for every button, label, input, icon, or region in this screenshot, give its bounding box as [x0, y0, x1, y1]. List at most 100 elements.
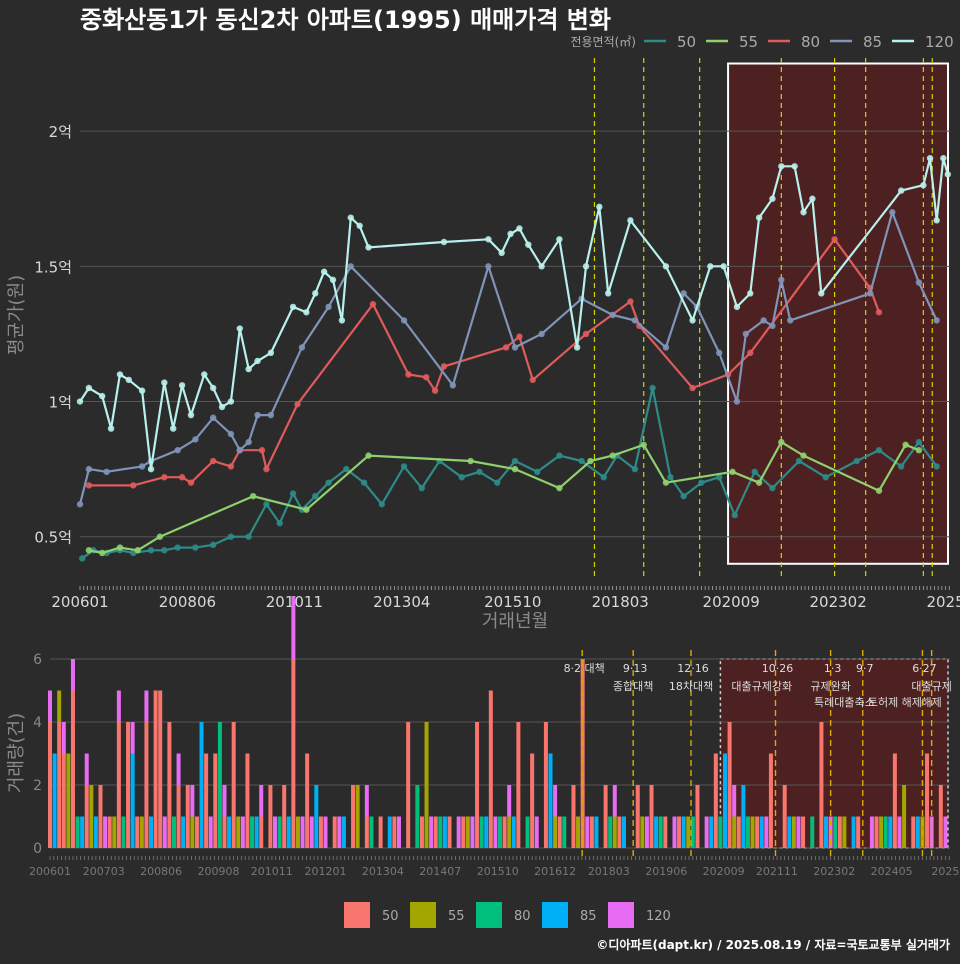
data-point-80: [582, 330, 590, 338]
data-point-120: [201, 371, 208, 378]
data-point-55: [156, 533, 164, 540]
bar-50: [475, 722, 480, 848]
data-point-120: [76, 398, 84, 405]
y-axis-title-bottom: 거래량(건): [6, 713, 27, 793]
data-point-120: [236, 325, 243, 332]
series-line-80: [88, 238, 881, 487]
bar-120: [644, 816, 649, 848]
data-point-120: [187, 411, 195, 419]
x-tick-label: 201510: [484, 593, 541, 611]
bar-80: [75, 816, 80, 848]
bar-50: [222, 816, 227, 848]
data-point-85: [400, 317, 408, 324]
x-tick-label-bottom: 201011: [251, 865, 293, 878]
bar-50: [856, 816, 861, 848]
data-point-120: [138, 387, 146, 394]
data-point-50: [245, 533, 252, 540]
bar-55: [640, 816, 645, 848]
bar-55: [112, 816, 117, 848]
bar-50: [259, 816, 264, 848]
data-point-55: [134, 547, 141, 554]
x-tick-label: 202302: [810, 593, 867, 611]
data-point-50: [875, 447, 883, 454]
bar-50: [116, 722, 121, 848]
y-tick-label: 2억: [49, 123, 72, 141]
legend-title: 전용면적(㎡): [570, 35, 636, 49]
data-point-50: [822, 474, 829, 481]
data-point-55: [303, 506, 310, 513]
bar-50: [768, 753, 773, 848]
data-point-85: [511, 344, 519, 351]
bar-55: [553, 816, 558, 848]
bar-50: [135, 816, 140, 848]
data-point-120: [933, 217, 940, 224]
data-point-85: [325, 303, 332, 311]
x-tick-label: 202009: [703, 593, 760, 611]
x-tick-label-bottom: 201201: [305, 865, 347, 878]
data-point-120: [689, 317, 696, 324]
y-tick-label: 0.5억: [34, 529, 72, 547]
y-tick-label: 1.5억: [34, 258, 72, 276]
data-point-120: [107, 425, 115, 432]
legend-label: 55: [739, 33, 758, 51]
bar-85: [915, 816, 920, 848]
data-point-50: [312, 492, 319, 500]
data-point-50: [458, 474, 465, 481]
bar-55: [791, 816, 796, 848]
bar-85: [888, 816, 893, 848]
policy-label: 1·3: [824, 662, 842, 675]
bar-85: [759, 816, 764, 848]
data-point-120: [538, 263, 545, 270]
bar-50: [332, 816, 337, 848]
bar-120: [396, 816, 401, 848]
data-point-50: [289, 490, 297, 497]
data-point-120: [227, 398, 235, 405]
data-point-120: [944, 171, 951, 178]
data-point-50: [276, 520, 283, 527]
data-point-120: [356, 222, 363, 229]
data-point-85: [254, 411, 261, 419]
bar-50: [158, 690, 163, 848]
bar-50: [185, 785, 190, 848]
bar-50: [819, 722, 824, 848]
policy-label: 6·27: [912, 662, 937, 675]
data-point-120: [254, 357, 261, 365]
bar-80: [415, 785, 420, 848]
bar-85: [52, 753, 57, 848]
bar-50: [305, 753, 310, 848]
data-point-80: [130, 482, 137, 489]
data-point-55: [778, 438, 785, 446]
policy-text: 규제완화: [810, 680, 850, 693]
data-point-85: [662, 344, 670, 351]
bar-55: [139, 816, 144, 848]
bar-120: [456, 816, 461, 848]
legend-label: 120: [925, 33, 954, 51]
x-tick-label-bottom: 2025: [931, 865, 959, 878]
bar-80: [718, 816, 723, 848]
data-point-55: [249, 492, 257, 500]
bar-120: [222, 785, 227, 817]
data-point-80: [405, 371, 412, 378]
bar-85: [286, 816, 291, 848]
data-point-120: [940, 154, 947, 162]
bar-80: [369, 816, 374, 848]
data-point-80: [85, 482, 93, 489]
bar-80: [525, 816, 530, 848]
data-point-120: [178, 382, 186, 389]
bar-85: [341, 816, 346, 848]
bar-120: [240, 816, 245, 848]
bar-50: [461, 816, 466, 848]
data-point-85: [866, 290, 874, 297]
bar-50: [433, 816, 438, 848]
legend-label-bottom: 50: [382, 909, 399, 924]
bar-50: [291, 659, 296, 848]
data-point-50: [227, 533, 235, 540]
bar-50: [649, 785, 654, 848]
bar-50: [144, 722, 149, 848]
bar-80: [833, 816, 838, 848]
bar-85: [387, 816, 392, 848]
data-point-85: [760, 317, 767, 324]
data-point-120: [147, 465, 155, 473]
bar-55: [879, 816, 884, 848]
bar-85: [149, 816, 154, 848]
